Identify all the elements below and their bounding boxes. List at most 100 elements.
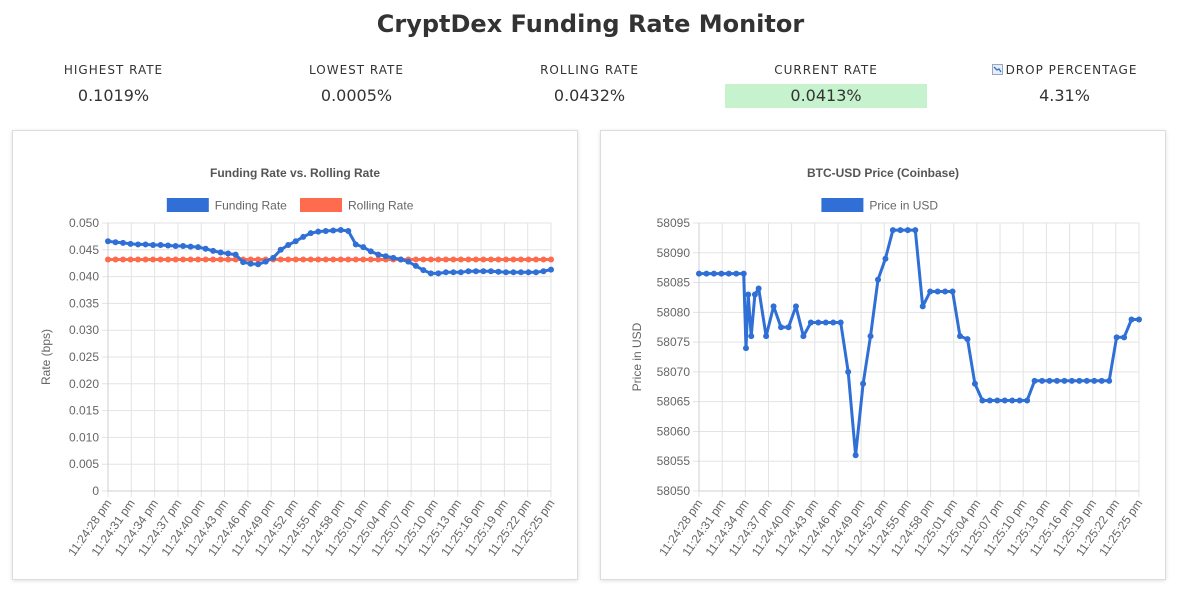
price-in-usd-point (919, 303, 926, 310)
stat-label: ROLLING RATE (540, 63, 639, 77)
price-in-usd-point (830, 319, 837, 326)
y-tick-label: 58090 (657, 246, 691, 260)
funding-rate-point (217, 249, 224, 256)
rolling-rate-point (472, 256, 479, 263)
funding-rate-point (127, 240, 134, 247)
rolling-rate-point (337, 256, 344, 263)
funding-rate-point (105, 238, 111, 245)
rolling-rate-point (187, 256, 194, 263)
rolling-rate-point (277, 256, 284, 263)
price-in-usd-point (778, 324, 785, 331)
funding-rate-point (285, 241, 292, 248)
funding-rate-point (487, 268, 494, 275)
price-in-usd-point (815, 319, 822, 326)
funding-rate-point (405, 258, 412, 265)
y-axis-title: Rate (bps) (39, 329, 53, 385)
funding-rate-point (202, 245, 209, 252)
rolling-rate-point (315, 256, 322, 263)
price-in-usd-point (1091, 377, 1098, 384)
funding-rate-point (195, 244, 202, 251)
rolling-rate-point (172, 256, 179, 263)
price-in-usd-point (742, 345, 749, 352)
funding-rate-point (457, 269, 464, 276)
price-in-usd-point (1001, 397, 1008, 404)
price-in-usd-point (912, 227, 919, 234)
price-in-usd-point (1009, 397, 1016, 404)
y-tick-label: 58095 (657, 216, 691, 230)
y-tick-label: 0.045 (69, 243, 99, 257)
rolling-rate-point (495, 256, 502, 263)
price-in-usd-point (957, 333, 964, 340)
funding-rate-point (225, 250, 232, 257)
rolling-rate-point (127, 256, 134, 263)
legend-label-1: Price in USD (869, 199, 938, 213)
price-in-usd-point (792, 303, 799, 310)
legend-swatch-1 (821, 198, 864, 212)
rolling-rate-point (105, 256, 111, 263)
price-in-usd-point (733, 270, 740, 277)
y-tick-label: 58060 (657, 424, 691, 438)
rolling-rate-point (202, 256, 209, 263)
price-in-usd-point (927, 288, 934, 295)
price-in-usd-point (740, 270, 747, 277)
funding-rate-point (532, 269, 539, 276)
rolling-rate-point (450, 256, 457, 263)
funding-rate-point (517, 269, 524, 276)
rolling-rate-point (322, 256, 329, 263)
rolling-rate-point (285, 256, 292, 263)
price-in-usd-point (904, 227, 911, 234)
rolling-rate-point (330, 256, 337, 263)
rolling-rate-point (525, 256, 532, 263)
funding-rate-point (300, 233, 307, 240)
chart-title: Funding Rate vs. Rolling Rate (210, 166, 380, 180)
rolling-rate-point (210, 256, 217, 263)
funding-rate-point (367, 248, 374, 255)
rolling-rate-point (457, 256, 464, 263)
stat-highest-rate: HIGHEST RATE 0.1019% (11, 62, 216, 108)
price-in-usd-point (867, 333, 874, 340)
funding-rate-point (255, 261, 262, 268)
y-tick-label: 58050 (657, 484, 691, 498)
rolling-rate-point (217, 256, 224, 263)
rolling-rate-point (420, 256, 427, 263)
y-tick-label: 58080 (657, 305, 691, 319)
price-in-usd-point (755, 285, 762, 292)
rolling-rate-point (442, 256, 449, 263)
price-in-usd-point (748, 333, 755, 340)
funding-rate-point (240, 259, 247, 266)
funding-rate-point (157, 241, 164, 248)
price-in-usd-point (725, 270, 732, 277)
price-in-usd-point (1113, 334, 1120, 341)
funding-rate-point (315, 228, 322, 235)
price-in-usd-point (979, 397, 986, 404)
y-axis-title: Price in USD (630, 322, 644, 391)
price-in-usd-point (860, 380, 867, 387)
stats-bar: HIGHEST RATE 0.1019% LOWEST RATE 0.0005%… (0, 62, 1181, 112)
rolling-rate-point (345, 256, 352, 263)
stat-label: DROP PERCENTAGE (962, 62, 1167, 78)
btc-price-chart: BTC-USD Price (Coinbase) Price in USD 5805… (630, 166, 1145, 559)
price-in-usd-point (934, 288, 941, 295)
price-in-usd-point (1068, 377, 1075, 384)
price-in-usd-point (1039, 377, 1046, 384)
rolling-rate-point (225, 256, 232, 263)
chart-title: BTC-USD Price (Coinbase) (807, 166, 959, 180)
funding-rate-point (120, 239, 127, 246)
rolling-rate-point (540, 256, 547, 263)
price-in-usd-point (942, 288, 949, 295)
y-tick-label: 0.030 (69, 323, 99, 337)
funding-rate-point (390, 254, 397, 261)
funding-rate-point (165, 242, 172, 249)
price-in-usd-point (696, 270, 702, 277)
funding-rate-point (375, 251, 382, 258)
stat-value: 0.0432% (553, 86, 626, 105)
y-tick-label: 58075 (657, 335, 691, 349)
funding-rate-point (442, 269, 449, 276)
funding-rate-point (510, 269, 517, 276)
legend-swatch-2 (300, 198, 342, 212)
y-tick-label: 0.035 (69, 296, 99, 310)
legend-label-1: Funding Rate (215, 199, 287, 213)
price-in-usd-point (889, 227, 896, 234)
rolling-rate-point (465, 256, 472, 263)
price-in-usd-point (822, 319, 829, 326)
